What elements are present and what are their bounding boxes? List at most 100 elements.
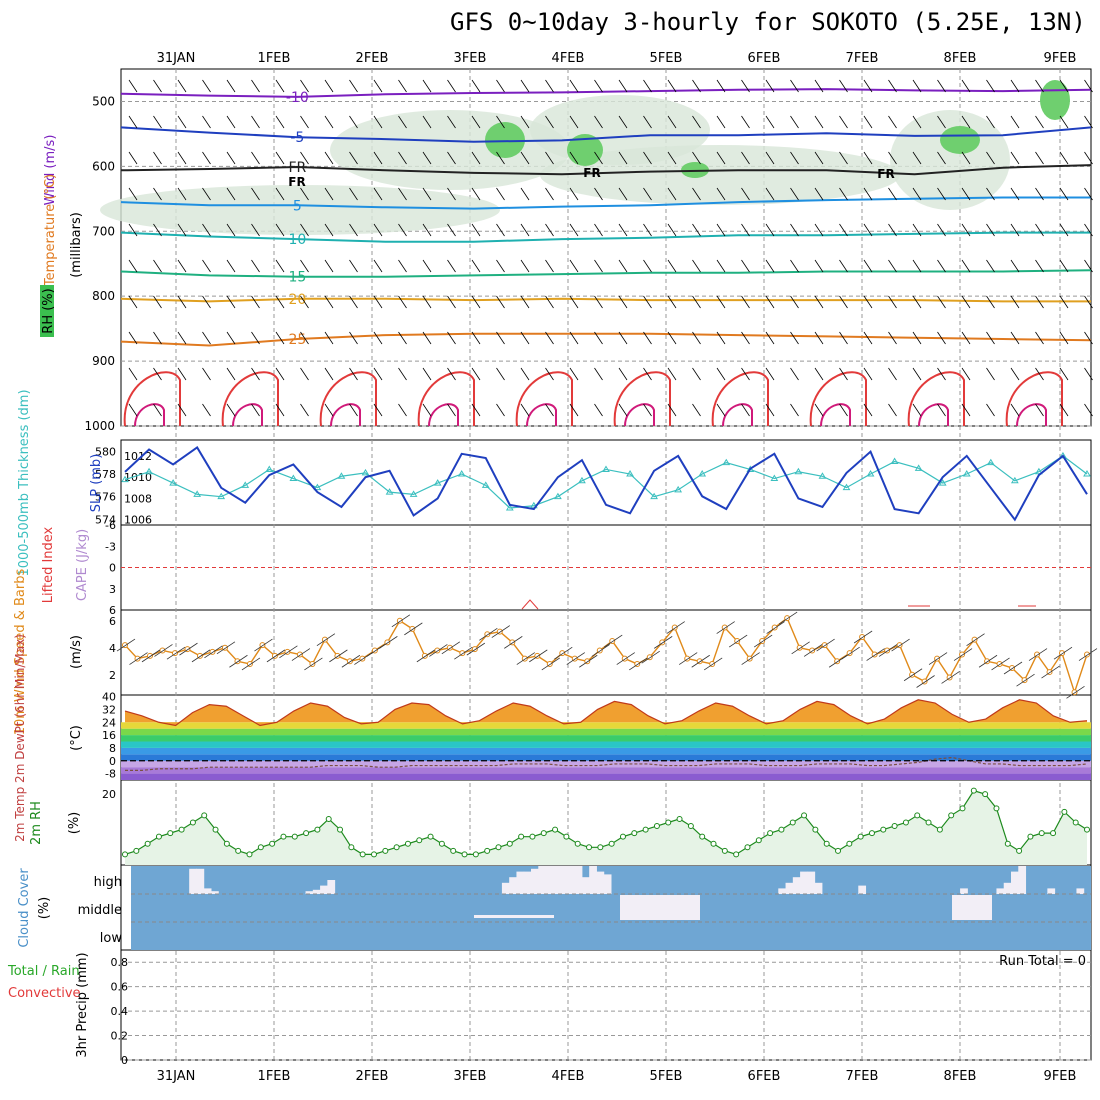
precip-ytick: 0.6 <box>111 981 129 994</box>
wind-barb <box>937 151 946 165</box>
thickness-ytick: 576 <box>95 491 116 504</box>
rh-point <box>755 837 762 844</box>
temp-band <box>121 767 1091 774</box>
wind-barb <box>790 295 799 309</box>
wind10m-barb <box>579 654 598 668</box>
surface-warm-contour <box>1005 371 1063 427</box>
wind-barb <box>961 367 971 381</box>
wind10m-barb <box>141 649 161 663</box>
date-label-top: 8FEB <box>944 51 977 66</box>
rh-point <box>325 815 332 822</box>
rh-point <box>1004 840 1011 847</box>
wind-barb <box>300 151 309 165</box>
wind-barb <box>520 79 530 93</box>
thickness-left-label: 1000-500mb Thickness (dm) <box>17 389 32 576</box>
wind10m-barb <box>466 642 486 656</box>
wind-barb <box>275 187 285 201</box>
rh-point <box>257 844 264 851</box>
precip-ytick: 0 <box>121 1054 128 1067</box>
rh-point <box>178 826 185 833</box>
wind-barb <box>716 151 726 165</box>
wind10m-barb <box>1053 646 1073 660</box>
wind-barb <box>1035 259 1044 273</box>
wind-barb <box>177 259 187 273</box>
wind10m-barb <box>741 652 760 665</box>
wind-barb <box>912 403 922 417</box>
date-label-top: 4FEB <box>552 51 585 66</box>
thickness-point <box>169 479 177 486</box>
wind-barb <box>741 79 750 93</box>
rh-point <box>835 847 842 854</box>
wind10m-barb <box>179 642 198 656</box>
rh-point <box>1061 808 1068 815</box>
wind-barb <box>741 151 750 165</box>
rh-point <box>959 805 966 812</box>
wind-barb <box>986 367 995 381</box>
wind-barb <box>422 295 432 309</box>
wind-barb <box>300 259 309 273</box>
wind10m-barb <box>891 638 910 652</box>
wind10m-barb <box>778 611 798 625</box>
rh-point <box>789 819 796 826</box>
surface-warm-contour <box>515 371 573 427</box>
wind-barb <box>765 331 775 345</box>
rh2m-ytick: 20 <box>102 788 116 801</box>
wind-barb <box>790 187 799 201</box>
rh-point <box>902 819 909 826</box>
wind-barb <box>520 367 530 381</box>
wind-barb <box>961 115 971 129</box>
surface-hot-contour <box>330 403 361 427</box>
wind-barb <box>839 115 848 129</box>
wind-barb <box>569 223 579 237</box>
wind-barb <box>839 151 848 165</box>
contour-label: -10 <box>286 90 309 106</box>
wind-barb <box>692 331 701 345</box>
profile-ytick: 500 <box>92 94 115 108</box>
thickness-point <box>674 485 683 493</box>
cloud-high-gap <box>800 871 808 894</box>
wind-barb <box>1084 331 1093 345</box>
rh-point <box>642 826 649 833</box>
wind-barb <box>349 367 358 381</box>
wind-barb <box>961 223 971 237</box>
wind-barb <box>1084 115 1093 129</box>
date-label-bottom: 3FEB <box>454 1069 487 1084</box>
thickness-point <box>818 472 827 479</box>
wind-barb <box>1059 79 1069 93</box>
rh-point <box>710 840 717 847</box>
rh-point <box>450 847 457 854</box>
wind-barb <box>349 403 358 417</box>
wind-barb <box>863 259 873 273</box>
wind-barb <box>1084 223 1093 237</box>
wind10m-units: (m/s) <box>69 635 84 669</box>
wind10m-barb <box>991 657 1010 671</box>
wind-barb <box>888 79 897 93</box>
wind-barb <box>520 259 530 273</box>
rh-point <box>619 833 626 840</box>
wind-barb <box>447 367 456 381</box>
wind-barb <box>153 151 162 165</box>
wind-barb <box>300 115 309 129</box>
rh-point <box>167 830 174 837</box>
wind-barb <box>569 403 579 417</box>
thickness-point <box>770 474 779 482</box>
cloud-high-gap <box>778 888 787 894</box>
rh-point <box>393 844 400 851</box>
wind-barb <box>569 295 579 309</box>
wind10m-barb <box>716 621 735 634</box>
wind-barb <box>814 331 824 345</box>
rh-point <box>948 812 955 819</box>
surface-hot-contour <box>918 403 949 427</box>
wind-barb <box>128 223 138 237</box>
thickness-point <box>1010 476 1019 484</box>
wind-barb <box>153 223 162 237</box>
cloud-high-gap <box>1018 866 1027 894</box>
rh-point <box>653 823 660 830</box>
cloud-high-gap <box>531 868 539 894</box>
wind-barb <box>422 259 432 273</box>
surface-warm-contour <box>123 371 181 427</box>
wind-barb <box>202 295 211 309</box>
wind-barb <box>667 367 677 381</box>
wind-barb <box>839 295 848 309</box>
wind-barb <box>1059 259 1069 273</box>
